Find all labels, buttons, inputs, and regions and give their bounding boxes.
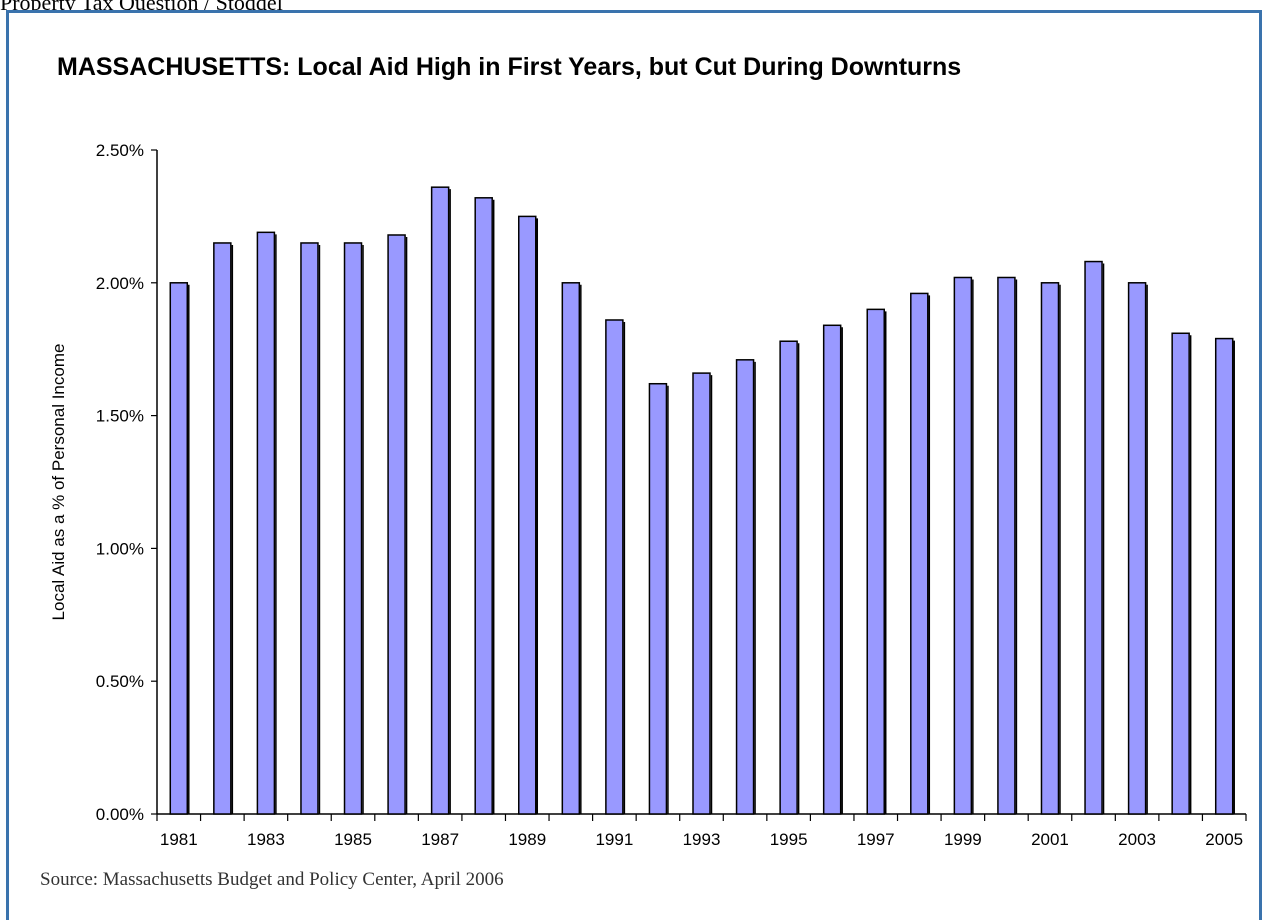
bar-1982 (213, 242, 232, 815)
bar-1986 (387, 234, 406, 815)
chart-title: MASSACHUSETTS: Local Aid High in First Y… (57, 53, 962, 81)
bar-2001 (1040, 282, 1060, 815)
x-tick-label: 1999 (944, 830, 982, 849)
y-axis-ticks: 0.00% 0.50% 1.00% 1.50% 2.00% 2.50% (96, 141, 157, 824)
x-tick-label: 2001 (1031, 830, 1069, 849)
bar-1997 (866, 308, 885, 815)
bar-1991 (605, 319, 624, 815)
bar-1993 (692, 372, 711, 815)
x-tick-label: 1993 (683, 830, 721, 849)
y-tick-label: 0.00% (96, 805, 144, 824)
bar-1983 (256, 231, 276, 815)
bar-1996 (822, 324, 842, 815)
bar-1994 (735, 359, 755, 815)
bar-1988 (474, 197, 493, 815)
bar-2000 (997, 276, 1016, 815)
source-note: Source: Massachusetts Budget and Policy … (40, 869, 504, 890)
bar-2004 (1171, 332, 1190, 815)
x-tick-label: 2005 (1205, 830, 1243, 849)
bar-1998 (910, 292, 929, 815)
bar-series (169, 186, 1235, 815)
y-tick-label: 2.50% (96, 141, 144, 160)
x-tick-label: 1983 (247, 830, 285, 849)
bar-1987 (430, 186, 450, 815)
y-axis-label: Local Aid as a % of Personal Income (49, 344, 68, 621)
bar-1995 (779, 340, 798, 815)
y-tick-label: 1.00% (96, 539, 144, 558)
y-tick-label: 2.00% (96, 274, 144, 293)
x-tick-label: 1995 (770, 830, 808, 849)
bar-2005 (1214, 337, 1234, 815)
bar-1992 (648, 382, 668, 815)
x-tick-label: 2003 (1118, 830, 1156, 849)
x-tick-label: 1989 (508, 830, 546, 849)
y-tick-label: 0.50% (96, 672, 144, 691)
x-tick-label: 1985 (334, 830, 372, 849)
x-tick-label: 1987 (421, 830, 459, 849)
y-tick-label: 1.50% (96, 407, 144, 426)
bar-1999 (953, 276, 973, 815)
bar-1981 (169, 282, 189, 815)
bar-2003 (1127, 282, 1147, 815)
bar-1989 (518, 215, 537, 815)
x-axis-ticks: 1981 1983 1985 1987 1989 1991 1993 1995 1997 1999… (156, 814, 1247, 849)
bar-1984 (300, 242, 319, 815)
x-tick-label: 1991 (595, 830, 633, 849)
bar-1990 (561, 282, 581, 815)
bar-2002 (1084, 260, 1103, 815)
x-tick-label: 1981 (160, 830, 198, 849)
x-tick-label: 1997 (857, 830, 895, 849)
bar-1985 (343, 242, 363, 815)
